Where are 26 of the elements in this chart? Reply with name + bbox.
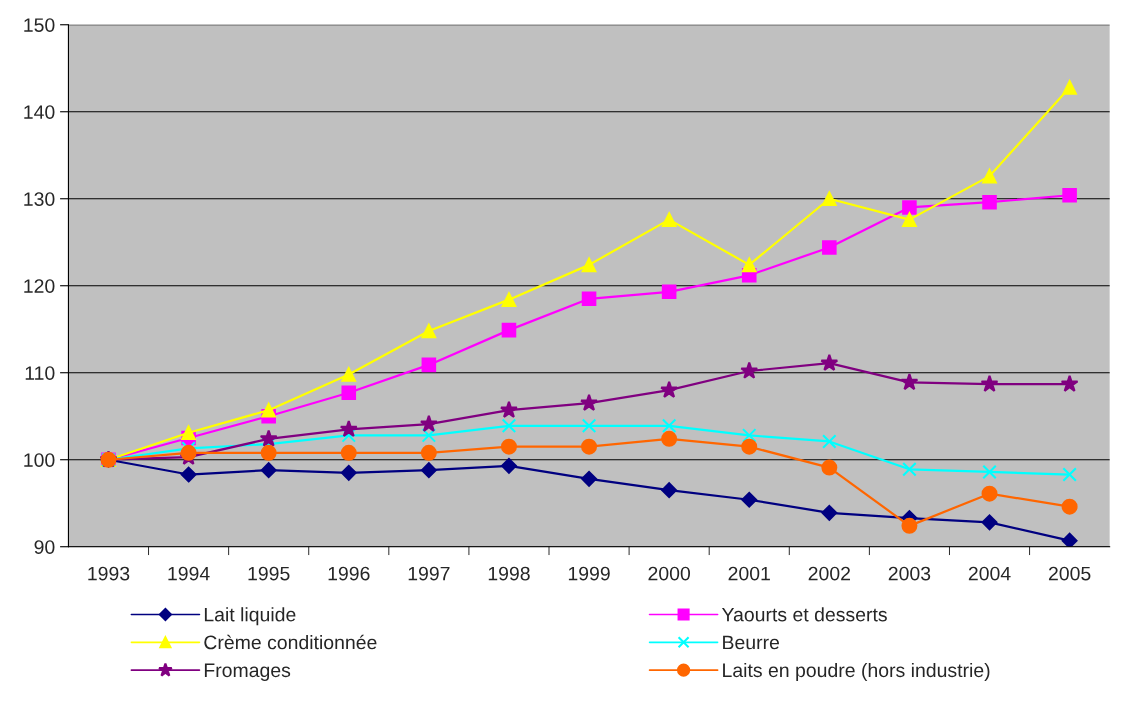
x-tick-label: 1995 — [248, 566, 290, 581]
x-tick-label: 2001 — [728, 566, 770, 581]
x-tick-label: 2005 — [1048, 566, 1091, 581]
y-tick-label: 150 — [24, 18, 55, 32]
y-tick-label: 120 — [24, 279, 55, 293]
y-tick-label: 110 — [25, 366, 55, 380]
legend-label: Fromages — [204, 663, 291, 681]
legend-label: Yaourts et desserts — [721, 607, 887, 622]
x-tick-label: 2003 — [888, 566, 931, 581]
legend-label: Lait liquide — [204, 607, 296, 626]
x-tick-label: 1997 — [408, 566, 450, 581]
y-tick-label: 100 — [24, 453, 55, 467]
x-tick-label: 1994 — [168, 566, 210, 581]
y-tick-label: 90 — [34, 540, 55, 554]
x-tick-label: 1999 — [568, 566, 610, 581]
x-tick-label: 2000 — [648, 566, 691, 581]
x-tick-label: 2002 — [808, 566, 850, 581]
y-tick-label: 140 — [24, 105, 55, 119]
x-tick-label: 2004 — [968, 566, 1011, 581]
legend-label: Laits en poudre (hors industrie) — [723, 662, 990, 681]
legend-label: Crème conditionnée — [204, 634, 377, 650]
x-tick-label: 1998 — [488, 566, 530, 581]
x-tick-label: 1993 — [88, 566, 130, 581]
y-tick-label: 130 — [24, 192, 55, 206]
x-tick-label: 1996 — [328, 566, 370, 581]
legend-label: Beurre — [723, 635, 780, 650]
